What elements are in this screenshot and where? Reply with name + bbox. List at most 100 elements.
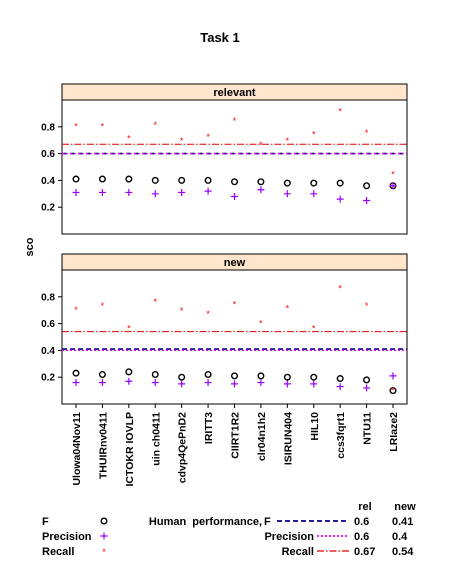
point-precision (336, 195, 344, 203)
point-precision (283, 380, 291, 388)
point-f (178, 373, 186, 381)
x-tick-label: ccs3fqrt1 (335, 412, 347, 459)
legend-f-label: F (42, 516, 49, 528)
y-tick-label: 0.2 (41, 373, 55, 384)
point-precision (204, 187, 212, 195)
point-recall: * (365, 128, 369, 138)
point-precision (178, 188, 186, 196)
point-precision (125, 188, 133, 196)
point-recall: * (338, 107, 342, 117)
legend-col-rel: rel (358, 501, 371, 513)
point-f (230, 178, 238, 186)
point-precision (98, 188, 106, 196)
legend-human-precision-label: Precision (264, 531, 314, 543)
point-recall: * (180, 306, 184, 316)
point-f (178, 176, 186, 184)
y-tick-label: 0.6 (41, 149, 55, 160)
legend-human-recall-label: Recall (282, 546, 314, 558)
point-recall: * (259, 140, 263, 150)
point-precision (257, 379, 265, 387)
panel-new-strip-label: new (224, 257, 246, 269)
point-recall: * (233, 300, 237, 310)
panel-new-reference-lines (62, 331, 407, 351)
y-tick-label: 0.2 (41, 203, 55, 214)
legend-human-precision-new: 0.4 (392, 531, 408, 543)
point-precision (98, 379, 106, 387)
point-f (98, 175, 106, 183)
point-f (125, 175, 133, 183)
point-f (230, 372, 238, 380)
x-tick-label: CIIRT1R2 (230, 412, 242, 459)
point-f (151, 371, 159, 379)
point-f (72, 175, 80, 183)
legend-col-new: new (394, 501, 416, 513)
x-tick-label: IRITT3 (203, 412, 215, 444)
point-f (363, 376, 371, 384)
legend-human-performance: rel new Human performance, F 0.6 0.41 Pr… (149, 501, 416, 558)
point-precision (310, 190, 318, 198)
panel-relevant-strip-label: relevant (213, 87, 256, 99)
point-recall: * (338, 283, 342, 293)
y-tick-label: 0.4 (41, 176, 55, 187)
panel-new-y-axis: 0.2 0.4 0.6 0.8 (41, 292, 62, 384)
point-precision (283, 190, 291, 198)
legend-human-title: Human performance, (149, 516, 262, 528)
point-recall: * (180, 136, 184, 146)
point-f (283, 179, 291, 187)
point-f (336, 179, 344, 187)
y-tick-label: 0.8 (41, 122, 55, 133)
point-f (204, 371, 212, 379)
point-f (72, 369, 80, 377)
point-precision (72, 188, 80, 196)
x-tick-label: NTU11 (362, 412, 374, 445)
legend-f-symbol (100, 517, 108, 525)
x-tick-label: LRIaze2 (388, 412, 400, 452)
y-tick-label: 0.8 (41, 292, 55, 303)
panel-new: new 0.2 0.4 0.6 0.8 * * * * * * * * * * * * * (41, 253, 408, 405)
point-f (310, 179, 318, 187)
panel-relevant-frame (61, 99, 408, 235)
point-precision (125, 377, 133, 385)
legend-human-precision-rel: 0.6 (354, 531, 369, 543)
point-f (151, 176, 159, 184)
legend-human-f-new: 0.41 (392, 516, 413, 528)
point-recall: * (101, 301, 105, 311)
point-recall: * (206, 132, 210, 142)
point-precision (204, 379, 212, 387)
point-recall: * (74, 121, 78, 131)
point-f (98, 371, 106, 379)
point-f (257, 178, 265, 186)
legend-human-recall-new: 0.54 (392, 546, 414, 558)
point-recall: * (233, 116, 237, 126)
point-recall: * (127, 324, 131, 334)
point-precision (363, 384, 371, 392)
point-recall: * (312, 324, 316, 334)
panel-relevant-y-axis: 0.2 0.4 0.6 0.8 (41, 122, 62, 214)
x-tick-label: HIL10 (309, 412, 321, 441)
panel-relevant-reference-lines (62, 143, 407, 155)
point-f (363, 182, 371, 190)
point-f (204, 176, 212, 184)
point-recall: * (312, 130, 316, 140)
legend-symbol-keys: * (100, 517, 108, 557)
point-recall: * (286, 304, 290, 314)
x-axis: Ulowa04Nov11 THUIRnv0411 ICTOKR IOVLP uin c… (71, 404, 400, 486)
point-recall: * (74, 305, 78, 315)
point-precision (178, 380, 186, 388)
point-precision (72, 379, 80, 387)
point-f (310, 373, 318, 381)
point-precision (257, 186, 265, 194)
point-precision (231, 380, 238, 388)
point-precision (151, 190, 159, 198)
y-tick-label: 0.6 (41, 319, 55, 330)
y-axis-label: sco (24, 237, 36, 256)
x-tick-label: clr04n1h2 (256, 412, 268, 461)
x-tick-label: THUIRnv0411 (97, 412, 109, 479)
legend-recall-label: Recall (42, 546, 74, 558)
point-precision (389, 182, 397, 190)
x-tick-label: uin ch0411 (150, 412, 162, 466)
point-recall: * (153, 297, 157, 307)
panel-new-marks: * * * * * * * * * * * * * (72, 283, 397, 395)
point-recall: * (286, 136, 290, 146)
